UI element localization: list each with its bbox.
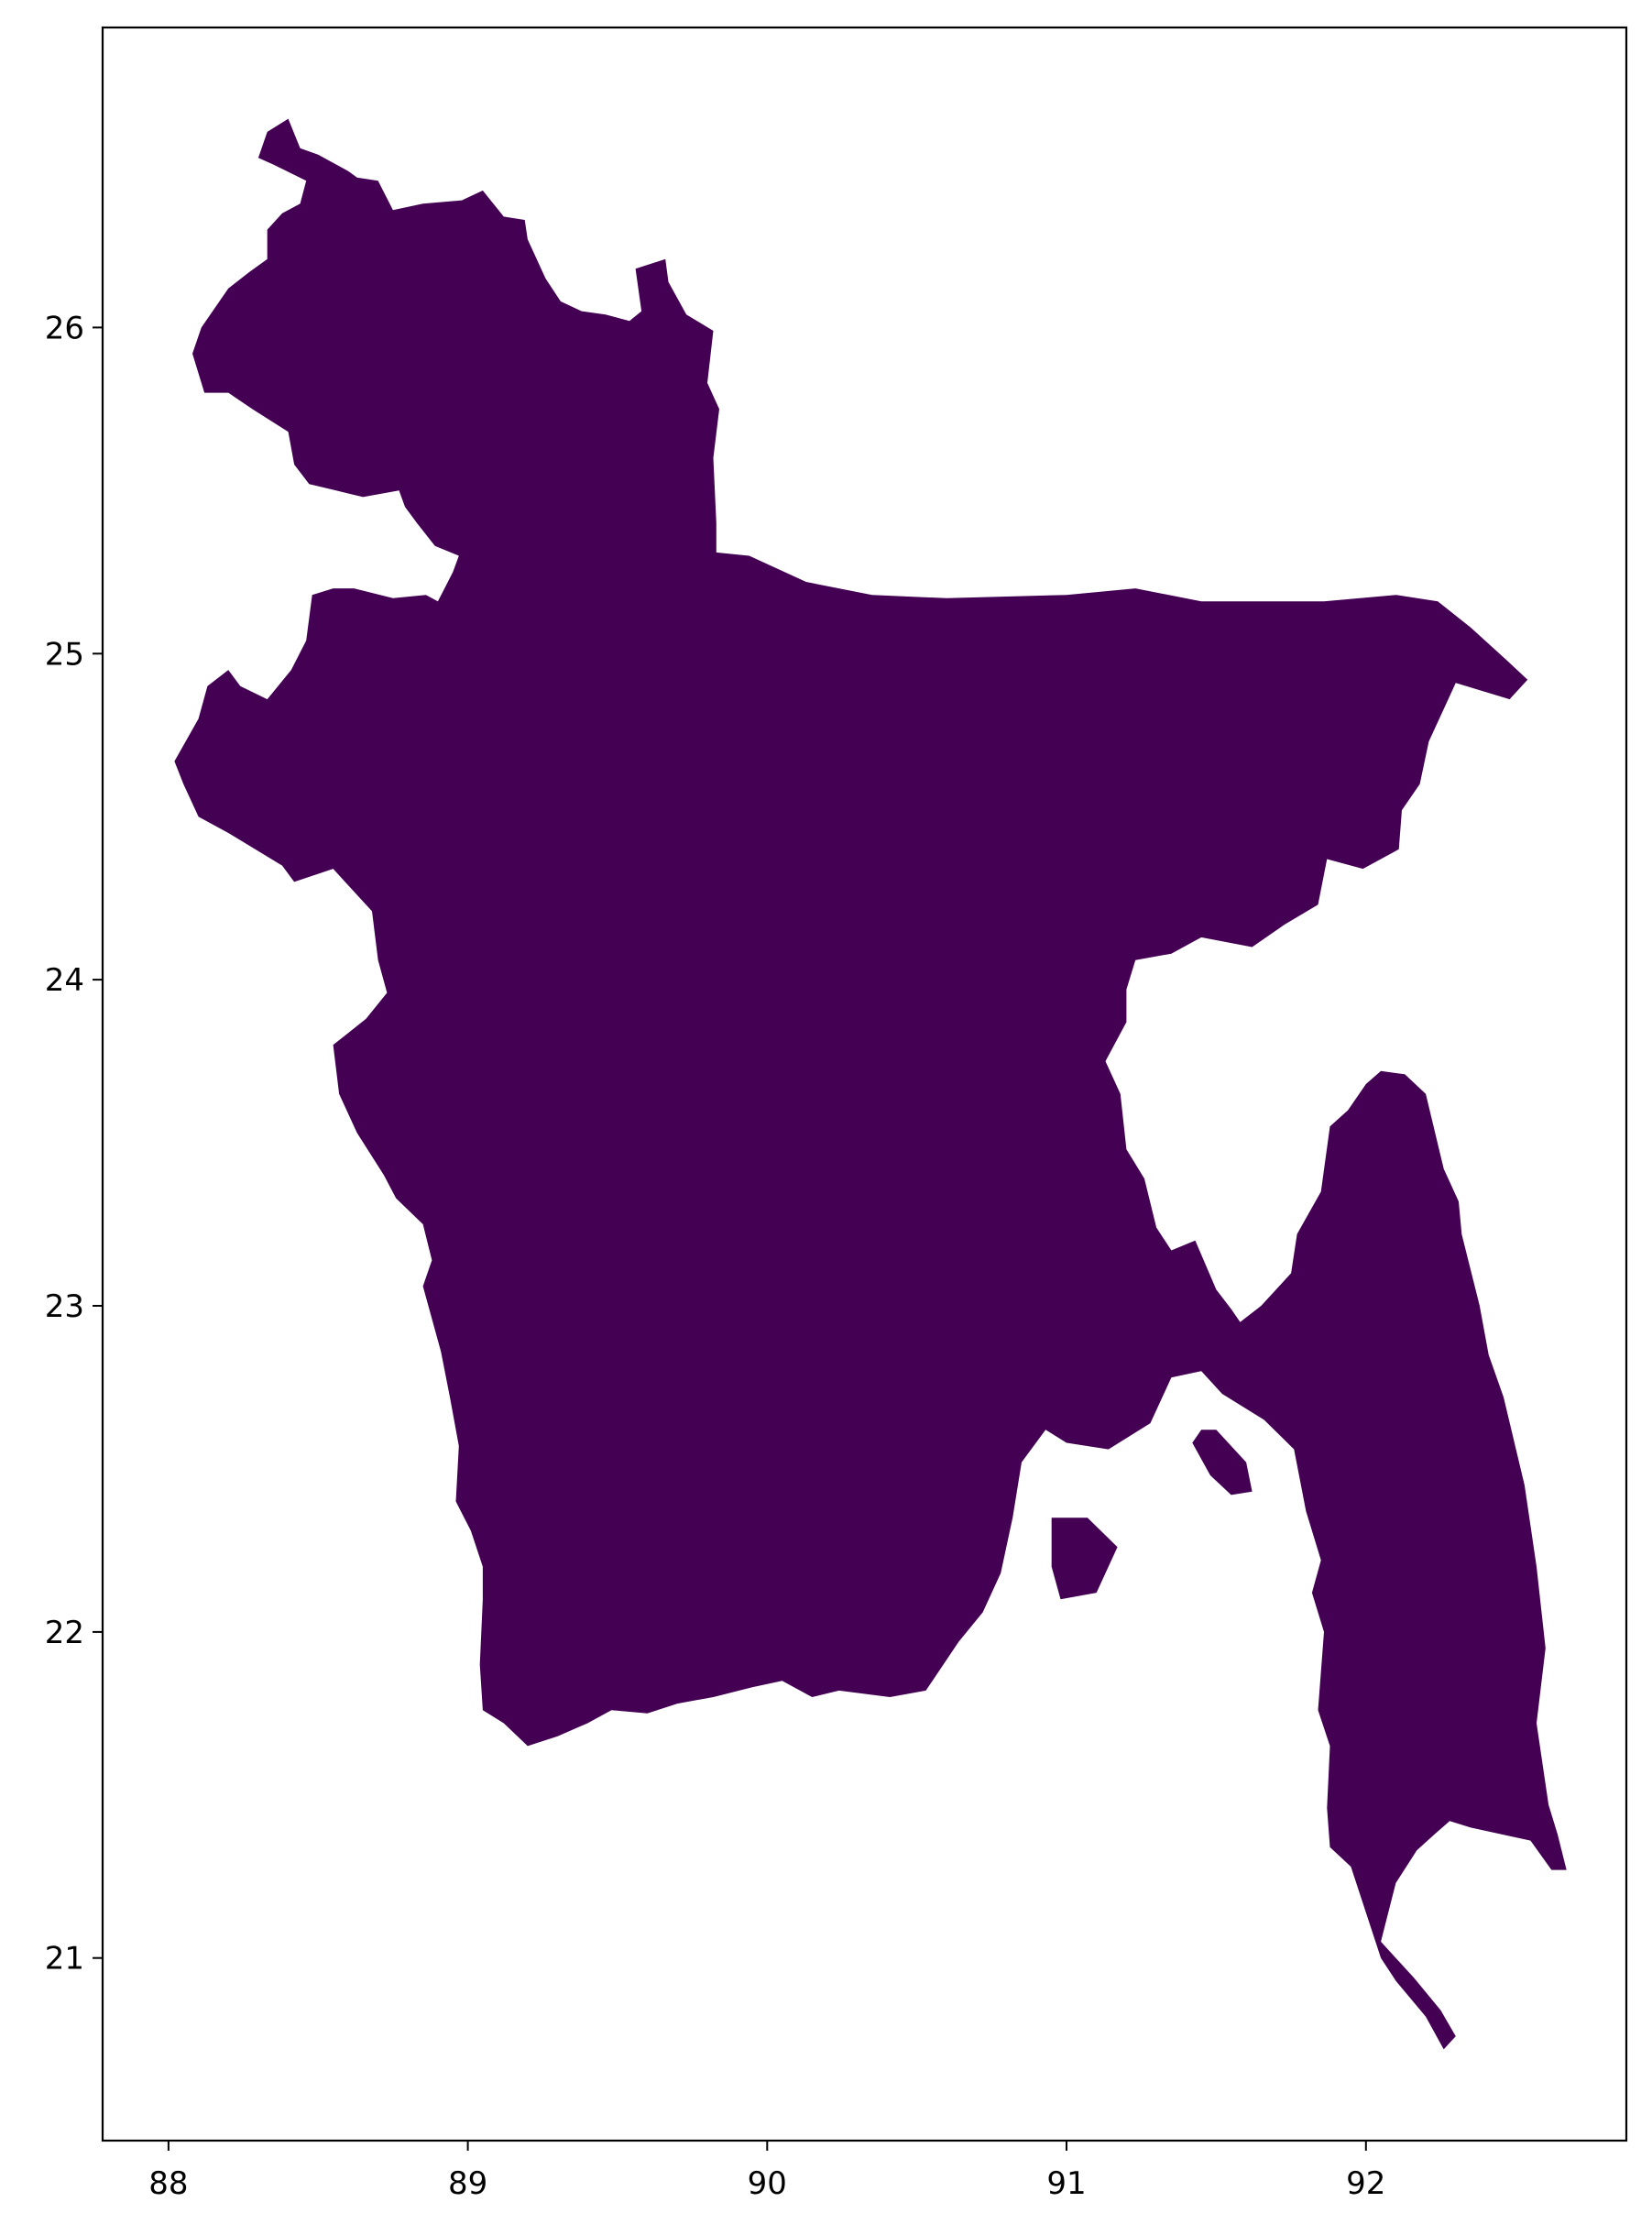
x-tick-label: 91 <box>1046 2165 1086 2202</box>
regions-layer <box>174 118 1567 2050</box>
y-tick-label: 24 <box>45 962 84 999</box>
y-tick-label: 23 <box>45 1288 84 1325</box>
island-shape <box>1051 1517 1118 1600</box>
x-tick-label: 90 <box>748 2165 787 2202</box>
y-axis: 21 22 23 24 25 26 <box>45 310 103 1978</box>
country-mainland-shape <box>174 118 1567 2050</box>
x-tick-label: 92 <box>1346 2165 1385 2202</box>
x-axis: 88 89 90 91 92 <box>148 2141 1385 2202</box>
y-tick-label: 25 <box>45 636 84 673</box>
y-tick-label: 21 <box>45 1941 84 1978</box>
x-tick-label: 88 <box>148 2165 188 2202</box>
plot-frame <box>101 26 1628 2142</box>
island-shape <box>1192 1430 1253 1495</box>
x-tick-label: 89 <box>448 2165 487 2202</box>
y-tick-label: 26 <box>45 310 84 346</box>
y-tick-label: 22 <box>45 1615 84 1651</box>
